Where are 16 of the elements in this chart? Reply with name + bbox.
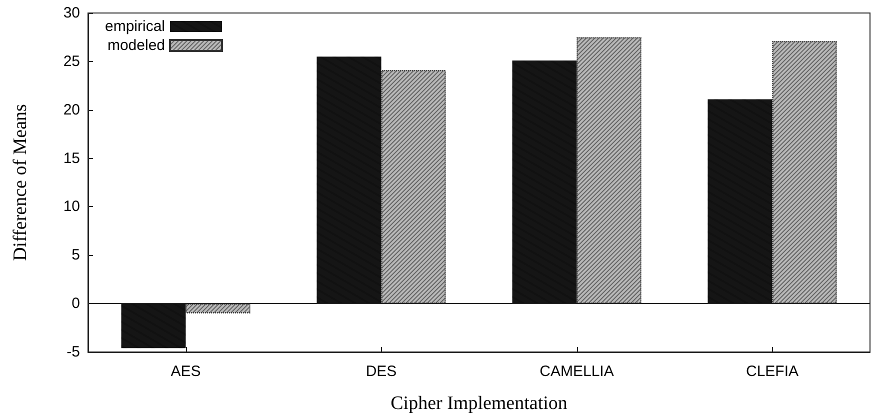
y-tick-label: 0 — [72, 295, 80, 312]
x-tick-label: CLEFIA — [746, 363, 799, 380]
y-tick-label: 30 — [63, 4, 80, 22]
y-tick-label: 25 — [63, 52, 80, 70]
legend-label: empirical — [105, 18, 166, 35]
x-tick-label: DES — [366, 363, 397, 380]
x-tick-label: CAMELLIA — [540, 363, 614, 380]
y-tick-label: 10 — [63, 198, 80, 216]
y-tick-label: -5 — [66, 344, 80, 360]
y-tick-label: 15 — [63, 150, 80, 167]
y-axis-title: Difference of Means — [10, 104, 31, 261]
legend-label: modeled — [107, 37, 166, 54]
x-tick-label: AES — [170, 363, 201, 380]
x-axis-title: Cipher Implementation — [390, 393, 568, 414]
y-tick-label: 5 — [72, 246, 80, 264]
y-tick-label: 20 — [63, 101, 80, 118]
